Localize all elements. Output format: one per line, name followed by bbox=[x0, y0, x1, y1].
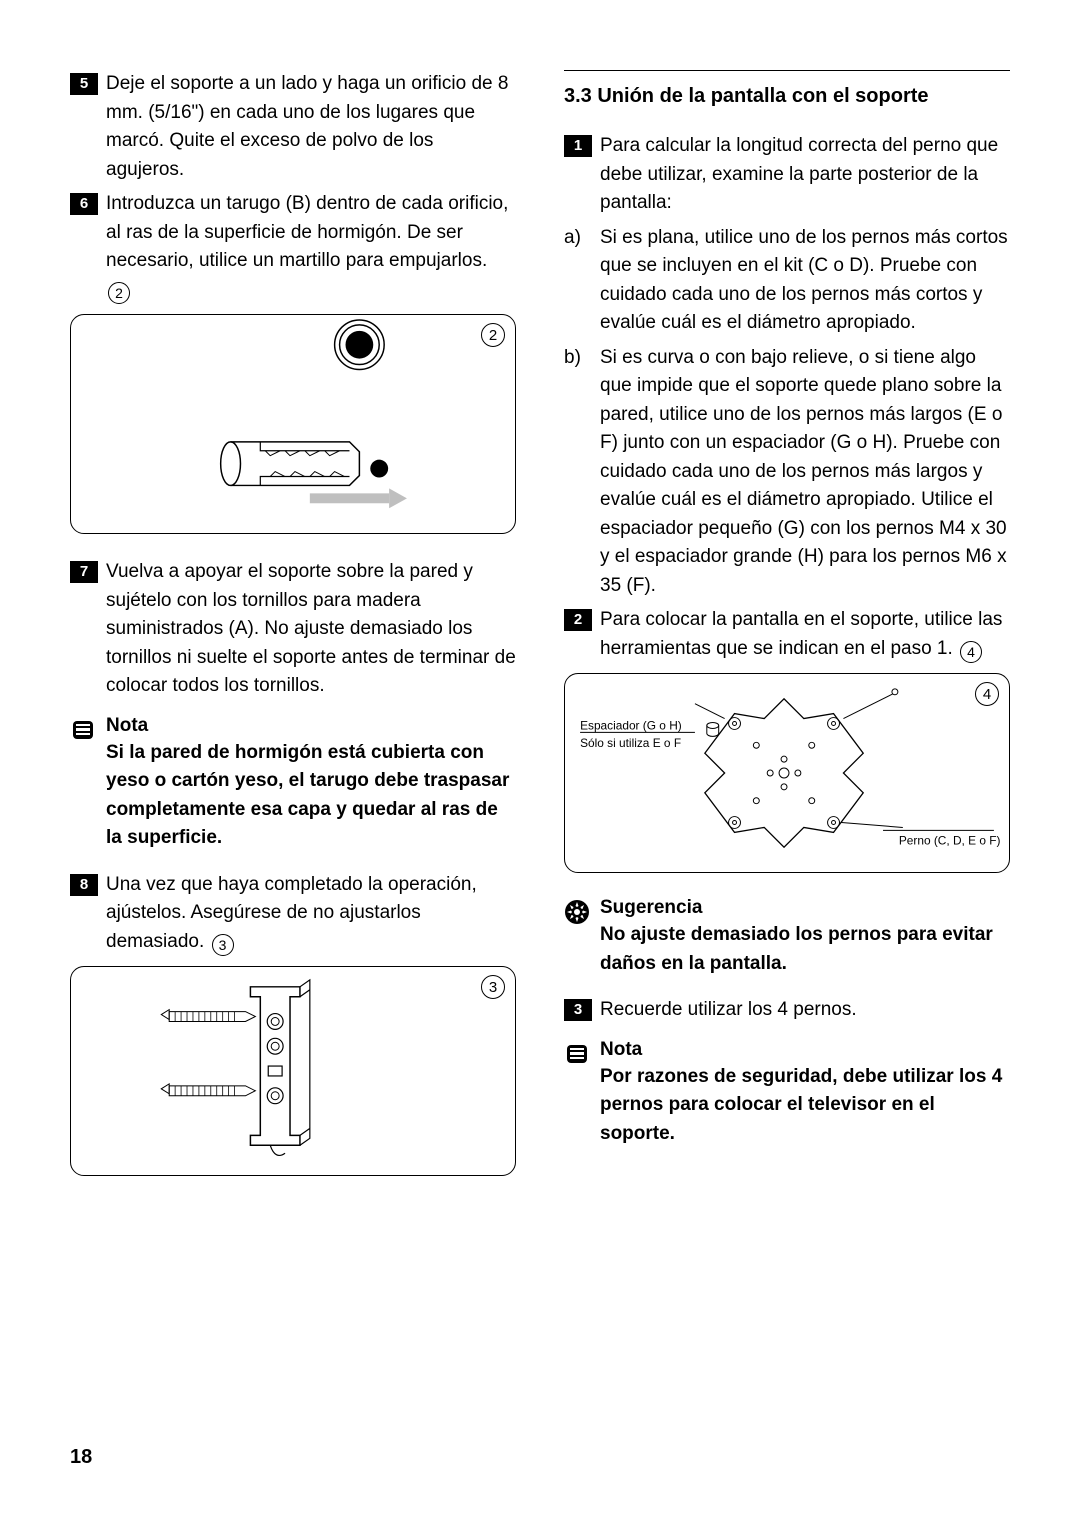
tip-heading: Sugerencia bbox=[600, 897, 1010, 919]
step-2: 2 Para colocar la pantalla en el soporte… bbox=[564, 606, 1010, 663]
tip-content: Sugerencia No ajuste demasiado los perno… bbox=[600, 897, 1010, 978]
list-text: Si es curva o con bajo relieve, o si tie… bbox=[600, 344, 1010, 601]
step-6: 6 Introduzca un tarugo (B) dentro de cad… bbox=[70, 190, 516, 304]
step-7: 7 Vuelva a apoyar el soporte sobre la pa… bbox=[70, 558, 516, 701]
step-number: 5 bbox=[70, 73, 98, 95]
step-text: Deje el soporte a un lado y haga un orif… bbox=[106, 70, 516, 184]
note-block-2: Nota Por razones de seguridad, debe util… bbox=[564, 1039, 1010, 1149]
step-number: 6 bbox=[70, 193, 98, 215]
list-letter: a) bbox=[564, 224, 592, 338]
list-letter: b) bbox=[564, 344, 592, 601]
step-number: 8 bbox=[70, 874, 98, 896]
step-8-text: Una vez que haya completado la operación… bbox=[106, 874, 477, 952]
note-icon bbox=[564, 1041, 592, 1149]
figure-3-svg bbox=[71, 967, 515, 1175]
tip-icon bbox=[564, 899, 592, 978]
note-heading: Nota bbox=[600, 1039, 1010, 1061]
figure-4: 4 Espaciador (G o H) Sólo si utiliza E o… bbox=[564, 673, 1010, 873]
figure-2-svg bbox=[71, 315, 515, 533]
step-text: Para colocar la pantalla en el soporte, … bbox=[600, 606, 1010, 663]
figure-ref-3-inline: 3 bbox=[212, 934, 234, 956]
section-heading: 3.3 Unión de la pantalla con el soporte bbox=[564, 85, 1010, 108]
fig4-label-spacer: Espaciador (G o H) bbox=[580, 718, 682, 732]
list-text: Si es plana, utilice uno de los pernos m… bbox=[600, 224, 1010, 338]
page-number: 18 bbox=[70, 1446, 92, 1469]
figure-3: 3 bbox=[70, 966, 516, 1176]
fig4-label-note: Sólo si utiliza E o F bbox=[580, 736, 681, 750]
step-text: Recuerde utilizar los 4 pernos. bbox=[600, 996, 1010, 1025]
section-divider bbox=[564, 70, 1010, 71]
figure-4-svg: Espaciador (G o H) Sólo si utiliza E o F bbox=[565, 674, 1009, 872]
note-body: Por razones de seguridad, debe utilizar … bbox=[600, 1063, 1010, 1149]
step-number: 7 bbox=[70, 561, 98, 583]
step-text: Para calcular la longitud correcta del p… bbox=[600, 132, 1010, 218]
tip-block: Sugerencia No ajuste demasiado los perno… bbox=[564, 897, 1010, 978]
figure-2: 2 bbox=[70, 314, 516, 534]
left-column: 5 Deje el soporte a un lado y haga un or… bbox=[70, 70, 516, 1200]
step-6-text: Introduzca un tarugo (B) dentro de cada … bbox=[106, 193, 508, 271]
list-item-b: b) Si es curva o con bajo relieve, o si … bbox=[564, 344, 1010, 601]
step-8: 8 Una vez que haya completado la operaci… bbox=[70, 871, 516, 957]
fig4-label-perno: Perno (C, D, E o F) bbox=[899, 833, 1001, 847]
step-text: Vuelva a apoyar el soporte sobre la pare… bbox=[106, 558, 516, 701]
figure-3-number: 3 bbox=[481, 975, 505, 999]
figure-4-number: 4 bbox=[975, 682, 999, 706]
tip-body: No ajuste demasiado los pernos para evit… bbox=[600, 921, 1010, 978]
step-3: 3 Recuerde utilizar los 4 pernos. bbox=[564, 996, 1010, 1025]
step-text: Introduzca un tarugo (B) dentro de cada … bbox=[106, 190, 516, 304]
note-icon bbox=[70, 717, 98, 853]
step-number: 2 bbox=[564, 609, 592, 631]
note-heading: Nota bbox=[106, 715, 516, 737]
step-1: 1 Para calcular la longitud correcta del… bbox=[564, 132, 1010, 218]
page-content: 5 Deje el soporte a un lado y haga un or… bbox=[70, 70, 1010, 1200]
list-item-a: a) Si es plana, utilice uno de los perno… bbox=[564, 224, 1010, 338]
step-number: 3 bbox=[564, 999, 592, 1021]
figure-ref-2-inline: 2 bbox=[108, 282, 130, 304]
figure-2-number: 2 bbox=[481, 323, 505, 347]
step-number: 1 bbox=[564, 135, 592, 157]
step-5: 5 Deje el soporte a un lado y haga un or… bbox=[70, 70, 516, 184]
note-content: Nota Por razones de seguridad, debe util… bbox=[600, 1039, 1010, 1149]
note-body: Si la pared de hormigón está cubierta co… bbox=[106, 739, 516, 853]
right-column: 3.3 Unión de la pantalla con el soporte … bbox=[564, 70, 1010, 1200]
step-text: Una vez que haya completado la operación… bbox=[106, 871, 516, 957]
note-block-1: Nota Si la pared de hormigón está cubier… bbox=[70, 715, 516, 853]
figure-ref-4-inline: 4 bbox=[960, 641, 982, 663]
step-2-text: Para colocar la pantalla en el soporte, … bbox=[600, 609, 1002, 659]
note-content: Nota Si la pared de hormigón está cubier… bbox=[106, 715, 516, 853]
